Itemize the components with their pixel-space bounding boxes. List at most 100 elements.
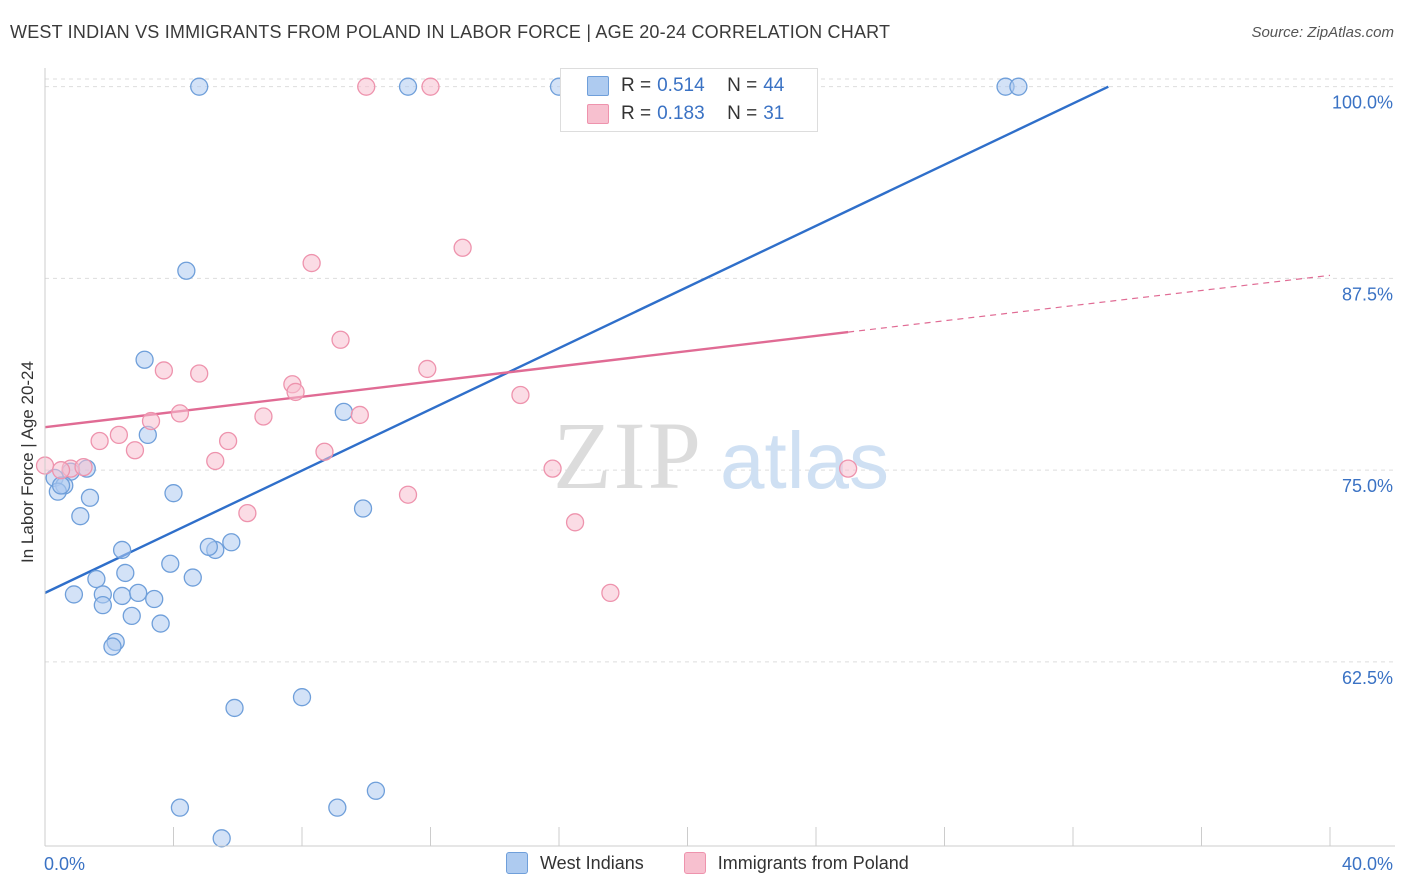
- poland-point: [51, 461, 71, 480]
- series-legend: West Indians Immigrants from Poland: [506, 852, 949, 874]
- west-indians-point: [129, 583, 148, 603]
- watermark-zip: ZIP: [553, 402, 703, 509]
- poland-point: [238, 503, 257, 523]
- west-indians-point: [145, 589, 164, 609]
- legend-label: Immigrants from Poland: [717, 852, 909, 873]
- west-indians-point: [170, 798, 190, 817]
- poland-point: [302, 253, 321, 273]
- poland-point: [331, 330, 350, 349]
- poland-point: [190, 364, 209, 383]
- trend-line: [44, 330, 849, 429]
- point-layer: [35, 77, 1028, 848]
- west-indians-point: [353, 499, 373, 518]
- west-indians-point: [190, 77, 209, 96]
- west-indians-point: [183, 568, 202, 587]
- poland-point: [418, 359, 437, 379]
- stats-row-west-indians: R = 0.514 N = 44: [587, 74, 784, 98]
- source-credit: Source: ZipAtlas.com: [1251, 24, 1394, 41]
- poland-point: [543, 459, 562, 478]
- west-indians-point: [112, 586, 132, 606]
- n-value: 31: [763, 103, 785, 124]
- poland-point: [511, 385, 530, 405]
- stats-legend: R = 0.514 N = 44 R = 0.183 N = 31: [560, 68, 818, 132]
- poland-point: [838, 459, 858, 478]
- poland-point: [170, 404, 190, 423]
- west-indians-point: [93, 596, 112, 615]
- west-indians-point: [177, 261, 196, 280]
- y-axis-label: In Labor Force | Age 20-24: [18, 361, 37, 563]
- grid-layer: [45, 78, 1395, 663]
- poland-point: [90, 431, 109, 451]
- stats-row-poland: R = 0.183 N = 31: [587, 102, 784, 126]
- legend-item-west-indians: West Indians: [506, 852, 644, 874]
- west-indians-point: [164, 484, 183, 503]
- poland-point: [421, 77, 440, 96]
- west-indians-point: [71, 507, 90, 526]
- trend-layer: [44, 85, 1331, 594]
- r-label: R =: [621, 75, 652, 96]
- poland-point: [206, 451, 225, 471]
- west-indians-point: [225, 698, 244, 718]
- chart-title: WEST INDIAN VS IMMIGRANTS FROM POLAND IN…: [10, 22, 891, 42]
- n-label: N =: [727, 103, 758, 124]
- watermark-atlas: atlas: [720, 416, 889, 505]
- legend-item-poland: Immigrants from Poland: [683, 852, 909, 874]
- west-indians-point: [87, 569, 106, 589]
- west-indians-point: [398, 77, 418, 96]
- y-tick-label: 62.5%: [1342, 668, 1393, 688]
- poland-point: [398, 485, 418, 504]
- west-indians-point: [334, 402, 353, 422]
- west-indians-point: [161, 554, 180, 573]
- legend-label: West Indians: [540, 852, 644, 873]
- y-tick-label: 100.0%: [1332, 93, 1393, 113]
- west-indians-point: [328, 798, 347, 817]
- poland-point: [74, 457, 93, 477]
- poland-point: [218, 431, 238, 451]
- poland-point: [125, 441, 145, 460]
- poland-point: [286, 382, 305, 402]
- r-value: 0.183: [657, 103, 705, 124]
- x-tick-label: 40.0%: [1342, 854, 1393, 874]
- poland-point: [565, 513, 585, 532]
- poland-point: [453, 238, 472, 257]
- west-indians-point: [116, 563, 135, 583]
- trend-line: [44, 85, 1109, 594]
- west-indians-point: [199, 537, 218, 557]
- poland-point: [154, 361, 174, 380]
- axis-layer: 62.5% 75.0% 87.5% 100.0% 0.0% 40.0%: [44, 68, 1395, 874]
- west-indians-point: [80, 488, 100, 507]
- west-indians-point: [212, 829, 231, 848]
- west-indians-point: [366, 781, 386, 800]
- west-indians-point: [1009, 77, 1028, 96]
- x-tick-label: 0.0%: [44, 854, 85, 874]
- west-indians-point: [122, 606, 141, 626]
- west-indians-point: [103, 637, 122, 656]
- west-indians-point: [222, 533, 241, 552]
- poland-point: [601, 583, 620, 603]
- watermark-layer: ZIP atlas: [553, 402, 889, 509]
- poland-point: [254, 407, 273, 426]
- west-indians-point: [64, 585, 84, 604]
- poland-swatch: [587, 104, 609, 124]
- west-indians-point: [292, 688, 312, 707]
- y-tick-label: 87.5%: [1342, 284, 1393, 304]
- west-indians-swatch: [587, 76, 609, 96]
- west-indians-legend-swatch: [506, 852, 528, 874]
- poland-point: [141, 411, 161, 431]
- poland-point: [350, 405, 369, 425]
- r-value: 0.514: [657, 75, 705, 96]
- poland-point: [109, 425, 129, 445]
- poland-point: [315, 442, 334, 461]
- y-tick-label: 75.0%: [1342, 476, 1393, 496]
- n-value: 44: [763, 75, 785, 96]
- west-indians-point: [51, 476, 71, 495]
- poland-point: [357, 77, 376, 96]
- west-indians-point: [112, 540, 132, 560]
- n-label: N =: [727, 75, 758, 96]
- west-indians-point: [135, 350, 154, 369]
- poland-legend-swatch: [683, 852, 706, 874]
- r-label: R =: [621, 103, 652, 124]
- trend-line: [848, 274, 1331, 333]
- west-indians-point: [151, 614, 170, 633]
